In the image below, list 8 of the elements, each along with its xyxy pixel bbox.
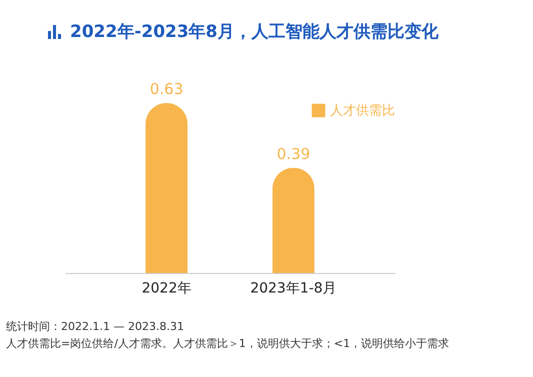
x-tick-label: 2023年1-8月 [250,280,337,296]
chart-title: 2022年-2023年8月，人工智能人才供需比变化 [70,21,439,43]
x-tick-label: 2022年 [142,280,192,296]
data-label: 0.39 [276,144,310,163]
legend-label: 人才供需比 [330,104,395,118]
text: 统计时间：2022.1.1 — 2023.8.31 [6,319,185,335]
data-label: 0.63 [150,80,184,98]
text: 人才供需比=岗位供给/人才需求。人才供需比＞1，说明供大于求；<1，说明供给小于需求 [6,336,450,352]
